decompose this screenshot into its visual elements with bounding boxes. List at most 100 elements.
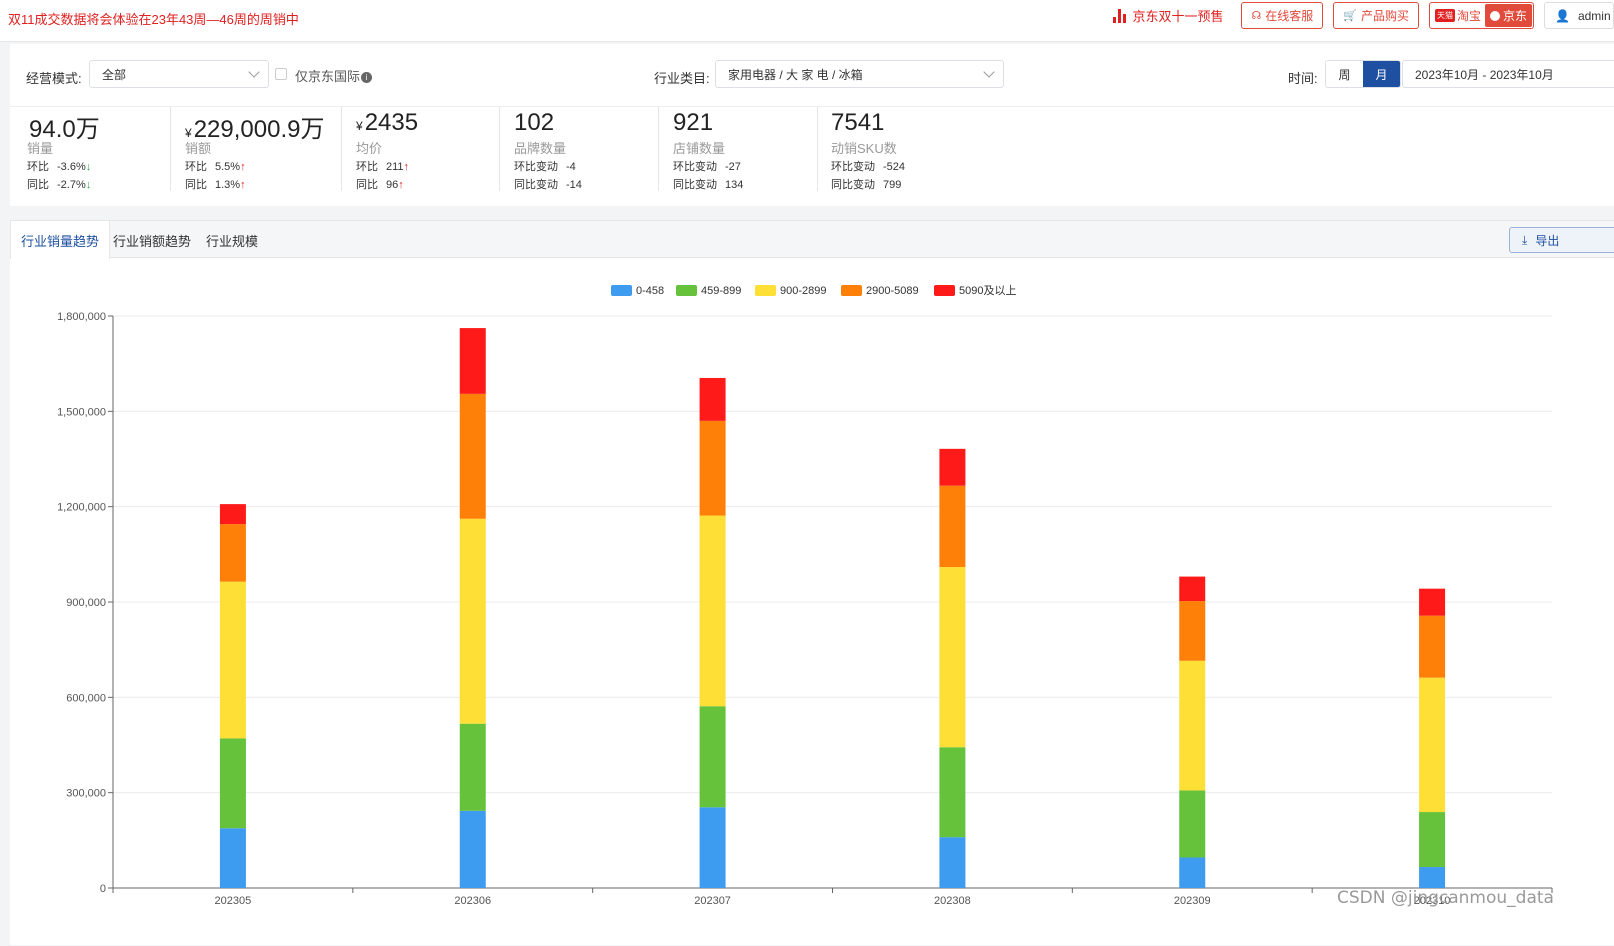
bar-segment	[1179, 790, 1206, 858]
date-range-picker[interactable]: 2023年10月 - 2023年10月	[1402, 60, 1614, 88]
bar-segment	[219, 504, 246, 525]
tab-industry-scale[interactable]: 行业规模	[206, 233, 259, 249]
headset-icon: ☊	[1251, 10, 1262, 22]
user-menu[interactable]: 👤 admin	[1544, 2, 1614, 29]
y-tick-label: 1,200,000	[57, 502, 106, 514]
kpi-mom: 环比变动 -4	[514, 158, 576, 174]
platform-switch[interactable]: 天猫 淘宝 京东	[1428, 2, 1534, 29]
jd-presale-link[interactable]: 京东双十一预售	[1113, 6, 1223, 25]
kpi-value: ¥2435	[356, 109, 418, 137]
kpi-name: 动销SKU数	[831, 141, 897, 156]
kpi-yoy-label: 同比变动	[831, 179, 875, 191]
intl-checkbox[interactable]	[275, 68, 287, 80]
y-tick-label: 900,000	[66, 597, 106, 609]
kpi-mom-label: 环比	[27, 161, 49, 173]
bar-segment	[939, 837, 966, 888]
bar-segment	[939, 747, 966, 838]
y-tick-label: 600,000	[66, 692, 106, 704]
kpi-row: 94.0万 销量 环比 -3.6%↓ 同比 -2.7%↓ ¥229,000.9万 销…	[10, 106, 1614, 206]
arrow-up-icon: ↑	[398, 179, 404, 191]
kpi-number: 94.0万	[29, 116, 100, 143]
kpi-number: 2435	[364, 109, 419, 136]
online-service-button[interactable]: ☊ 在线客服	[1241, 2, 1324, 29]
jd-presale-label: 京东双十一预售	[1132, 9, 1224, 24]
kpi-mom-value: 211	[386, 161, 404, 173]
kpi-card-brands: 102 品牌数量 环比变动 -4 同比变动 -14	[514, 107, 659, 191]
bar-segment	[1419, 615, 1446, 678]
kpi-yoy-value: 1.3%	[215, 179, 241, 191]
top-actions: 京东双十一预售 ☊ 在线客服 🛒 产品购买 天猫 淘宝 京东 👤 admin	[1113, 2, 1614, 29]
period-week-button[interactable]: 周	[1326, 61, 1363, 87]
kpi-currency: ¥	[356, 119, 363, 133]
bar-segment	[1179, 660, 1206, 791]
arrow-down-icon: ↓	[85, 179, 92, 191]
cart-icon: 🛒	[1343, 10, 1357, 22]
kpi-yoy-label: 同比变动	[514, 179, 558, 191]
platform-jd[interactable]: 京东	[1484, 4, 1532, 27]
period-toggle: 周 月	[1325, 60, 1401, 88]
tab-sales-trend[interactable]: 行业销额趋势	[113, 233, 192, 249]
bar-segment	[219, 828, 246, 888]
bar-segment	[219, 524, 246, 582]
online-service-label: 在线客服	[1265, 9, 1314, 23]
kpi-name: 品牌数量	[514, 141, 567, 156]
kpi-yoy: 同比变动 134	[673, 176, 743, 192]
legend-label: 2900-5089	[866, 285, 919, 297]
kpi-number: 229,000.9万	[193, 116, 325, 143]
bar-segment	[939, 567, 966, 748]
kpi-card-sku: 7541 动销SKU数 环比变动 -524 同比变动 799	[831, 107, 976, 191]
chart-panel: 行业销量趋势 行业销额趋势 行业规模 ⤓ 导出 0 300,000 600,000 9…	[10, 220, 1614, 945]
export-button[interactable]: ⤓ 导出	[1509, 227, 1614, 253]
kpi-mom-label: 环比变动	[514, 161, 558, 173]
intl-checkbox-label[interactable]: 仅京东国际 i	[295, 66, 373, 85]
bar-segment	[1419, 867, 1446, 888]
kpi-mom-label: 环比变动	[673, 161, 717, 173]
user-icon: 👤	[1555, 8, 1570, 23]
legend-swatch	[755, 285, 776, 296]
arrow-up-icon: ↑	[403, 161, 410, 173]
bar-segment	[459, 518, 486, 724]
date-range-value: 2023年10月 - 2023年10月	[1415, 67, 1554, 82]
kpi-yoy-label: 同比变动	[673, 179, 717, 191]
bar-segment	[1419, 677, 1446, 813]
kpi-mom: 环比变动 -27	[673, 158, 741, 174]
kpi-card-avg-price: ¥2435 均价 环比 211↑ 同比 96↑	[356, 107, 500, 191]
period-month-button[interactable]: 月	[1363, 61, 1400, 87]
notice-text: 双11成交数据将会体验在23年43周—46周的周销中	[8, 12, 299, 27]
tab-volume-trend[interactable]: 行业销量趋势	[10, 221, 111, 259]
platform-taobao[interactable]: 天猫 淘宝	[1431, 4, 1485, 27]
kpi-number: 7541	[831, 109, 885, 136]
info-icon[interactable]: i	[361, 72, 373, 84]
bar-segment	[939, 485, 966, 568]
bar-segment	[459, 810, 486, 888]
kpi-value: 102	[514, 109, 554, 137]
category-select[interactable]: 家用电器 / 大 家 电 / 冰箱	[715, 60, 1004, 88]
jd-label: 京东	[1502, 9, 1527, 23]
arrow-down-icon: ↓	[85, 161, 92, 173]
kpi-name: 店铺数量	[673, 141, 726, 156]
x-tick-label: 202305	[215, 895, 252, 907]
y-tick-label: 300,000	[66, 788, 106, 800]
kpi-mom: 环比 211↑	[356, 158, 409, 174]
kpi-name: 均价	[356, 141, 383, 156]
kpi-mom-label: 环比	[356, 161, 378, 173]
kpi-yoy: 同比 1.3%↑	[185, 176, 246, 192]
mode-select[interactable]: 全部	[89, 60, 269, 88]
x-tick-label: 202307	[694, 895, 731, 907]
bar-segment	[219, 738, 246, 829]
user-name: admin	[1577, 8, 1611, 23]
kpi-value: 94.0万	[27, 109, 100, 144]
kpi-value: ¥229,000.9万	[185, 109, 324, 144]
kpi-mom-value: -4	[566, 161, 576, 173]
kpi-yoy: 同比 96↑	[356, 176, 404, 192]
legend-label: 900-2899	[780, 285, 827, 297]
bar-segment	[459, 393, 486, 519]
bar-segment	[1179, 601, 1206, 661]
kpi-number: 102	[514, 109, 555, 136]
kpi-mom-value: -524	[883, 161, 906, 173]
bar-segment	[459, 723, 486, 811]
watermark: CSDN @jingcanmou_data	[1337, 888, 1554, 908]
kpi-yoy-value: 134	[725, 179, 744, 191]
product-buy-button[interactable]: 🛒 产品购买	[1333, 2, 1419, 29]
bar-segment	[219, 581, 246, 739]
